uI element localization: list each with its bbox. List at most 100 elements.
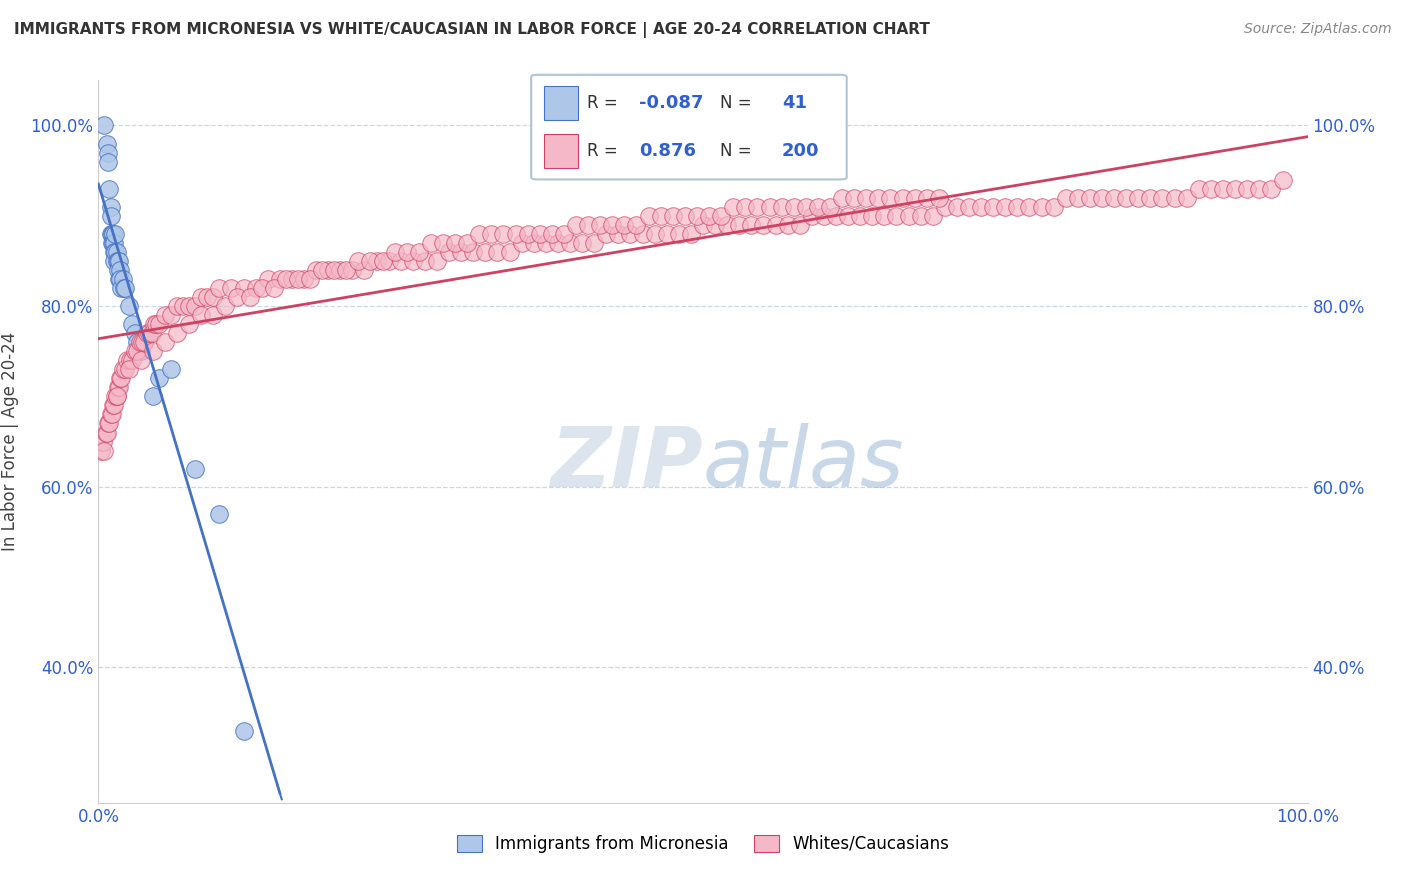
Point xyxy=(825,209,848,223)
Point xyxy=(765,218,787,232)
Point xyxy=(142,389,165,403)
Point xyxy=(613,218,636,232)
Point xyxy=(103,398,125,412)
Point xyxy=(734,200,756,214)
Legend: Immigrants from Micronesia, Whites/Caucasians: Immigrants from Micronesia, Whites/Cauca… xyxy=(450,828,956,860)
Point xyxy=(516,227,538,241)
Point xyxy=(179,299,201,313)
Point xyxy=(631,227,654,241)
Point xyxy=(100,408,122,422)
Point xyxy=(117,353,139,368)
Point xyxy=(389,254,412,268)
Text: N =: N = xyxy=(720,142,751,161)
Text: atlas: atlas xyxy=(703,423,904,504)
Point xyxy=(305,263,328,277)
Point xyxy=(1152,191,1174,205)
Point xyxy=(673,209,696,223)
Point xyxy=(486,244,509,259)
Point xyxy=(353,263,375,277)
Point xyxy=(108,371,131,385)
Point xyxy=(523,235,546,250)
Point xyxy=(1115,191,1137,205)
Point xyxy=(1007,200,1029,214)
Point xyxy=(108,254,131,268)
Point xyxy=(529,227,551,241)
Point xyxy=(96,425,118,440)
Point xyxy=(589,218,612,232)
Point xyxy=(371,254,394,268)
Point xyxy=(994,200,1017,214)
Point xyxy=(105,244,128,259)
Point xyxy=(818,200,841,214)
Point xyxy=(129,344,152,359)
Point xyxy=(1067,191,1090,205)
Point xyxy=(190,290,212,304)
Point xyxy=(274,272,297,286)
Point xyxy=(104,244,127,259)
Point xyxy=(107,263,129,277)
Point xyxy=(758,200,780,214)
Point xyxy=(692,218,714,232)
Point xyxy=(408,244,430,259)
Point xyxy=(1272,172,1295,186)
Point xyxy=(644,227,666,241)
Text: N =: N = xyxy=(720,94,751,112)
Point xyxy=(553,227,575,241)
Point xyxy=(886,209,908,223)
Point xyxy=(776,218,799,232)
Point xyxy=(101,235,124,250)
Point xyxy=(153,308,176,322)
Point xyxy=(813,209,835,223)
Point xyxy=(103,254,125,268)
Point xyxy=(1188,181,1211,195)
Point xyxy=(540,227,562,241)
Point xyxy=(323,263,346,277)
Point xyxy=(1212,181,1234,195)
Point xyxy=(946,200,969,214)
Point xyxy=(121,353,143,368)
Point xyxy=(679,227,702,241)
Point xyxy=(97,417,120,431)
Point xyxy=(108,380,131,394)
Point xyxy=(118,362,141,376)
Point xyxy=(190,308,212,322)
Text: R =: R = xyxy=(586,94,617,112)
Point xyxy=(710,209,733,223)
Point xyxy=(127,335,149,350)
Point xyxy=(96,136,118,151)
Point xyxy=(108,272,131,286)
Point xyxy=(650,209,672,223)
Point xyxy=(100,227,122,241)
Point xyxy=(90,443,112,458)
Point xyxy=(292,272,315,286)
Point xyxy=(118,299,141,313)
Point xyxy=(311,263,333,277)
Point xyxy=(166,299,188,313)
Point xyxy=(100,408,122,422)
Point xyxy=(347,254,370,268)
Point xyxy=(413,254,436,268)
Point xyxy=(770,200,793,214)
Point xyxy=(395,244,418,259)
Point xyxy=(607,227,630,241)
Point xyxy=(138,326,160,341)
Point xyxy=(450,244,472,259)
Bar xyxy=(544,135,578,168)
Point xyxy=(263,281,285,295)
Text: R =: R = xyxy=(586,142,617,161)
Point xyxy=(148,371,170,385)
Point xyxy=(329,263,352,277)
Point xyxy=(93,443,115,458)
Point xyxy=(915,191,938,205)
Point xyxy=(510,235,533,250)
Text: Source: ZipAtlas.com: Source: ZipAtlas.com xyxy=(1244,22,1392,37)
Bar xyxy=(544,87,578,120)
Point xyxy=(166,326,188,341)
Point xyxy=(437,244,460,259)
Point xyxy=(619,227,641,241)
Point xyxy=(492,227,515,241)
Point xyxy=(208,281,231,295)
Point xyxy=(118,353,141,368)
Point xyxy=(103,235,125,250)
Point xyxy=(957,200,980,214)
